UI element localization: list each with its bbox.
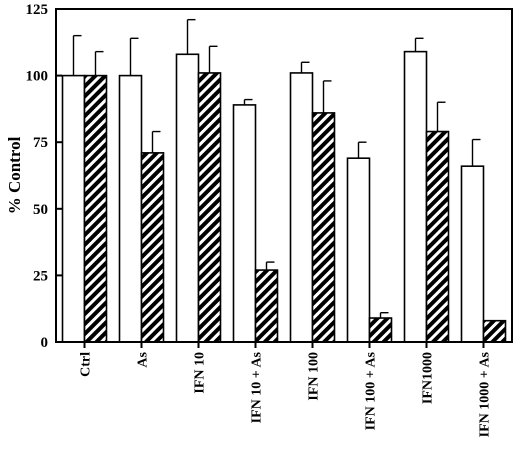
- hatched-bar: [425, 130, 450, 343]
- category-label: IFN 100: [307, 352, 322, 401]
- open-bar: [289, 72, 314, 343]
- category-label: IFN 10 + As: [250, 351, 265, 423]
- open-bar: [175, 53, 200, 343]
- bars-layer: [61, 50, 507, 343]
- hatched-bar: [311, 112, 336, 343]
- open-bar: [61, 74, 86, 343]
- category-label: Ctrl: [79, 352, 94, 377]
- y-tick-label: 0: [41, 335, 49, 351]
- y-axis: 0 25 50 75 100 125: [26, 2, 62, 351]
- error-bars-layer: [72, 18, 481, 319]
- category-label: As: [136, 351, 151, 367]
- y-tick-label: 125: [26, 2, 49, 18]
- category-label: IFN 10: [193, 352, 208, 394]
- open-bar: [460, 165, 485, 343]
- category-label: IFN 100 + As: [364, 351, 379, 430]
- plot-frame: [55, 8, 513, 343]
- hatched-bar: [368, 317, 393, 343]
- hatched-bar: [254, 269, 279, 343]
- open-bar: [403, 50, 428, 343]
- category-label: IFN 1000 + As: [478, 351, 493, 437]
- open-bar: [232, 104, 257, 343]
- hatched-bar: [83, 74, 108, 343]
- open-bar: [346, 157, 371, 343]
- y-tick-label: 50: [33, 202, 48, 218]
- y-axis-title: % Control: [5, 136, 24, 214]
- open-bar: [118, 74, 143, 343]
- hatched-bar: [197, 72, 222, 343]
- hatched-bar: [482, 319, 507, 343]
- y-tick-label: 75: [33, 135, 48, 151]
- x-axis: Ctrl As IFN 10 IFN 10 + As IFN 100 IFN 100 + …: [79, 342, 493, 437]
- y-tick-label: 100: [26, 69, 49, 85]
- category-label: IFN1000: [421, 352, 436, 404]
- y-tick-label: 25: [33, 268, 48, 284]
- hatched-bar: [140, 152, 165, 343]
